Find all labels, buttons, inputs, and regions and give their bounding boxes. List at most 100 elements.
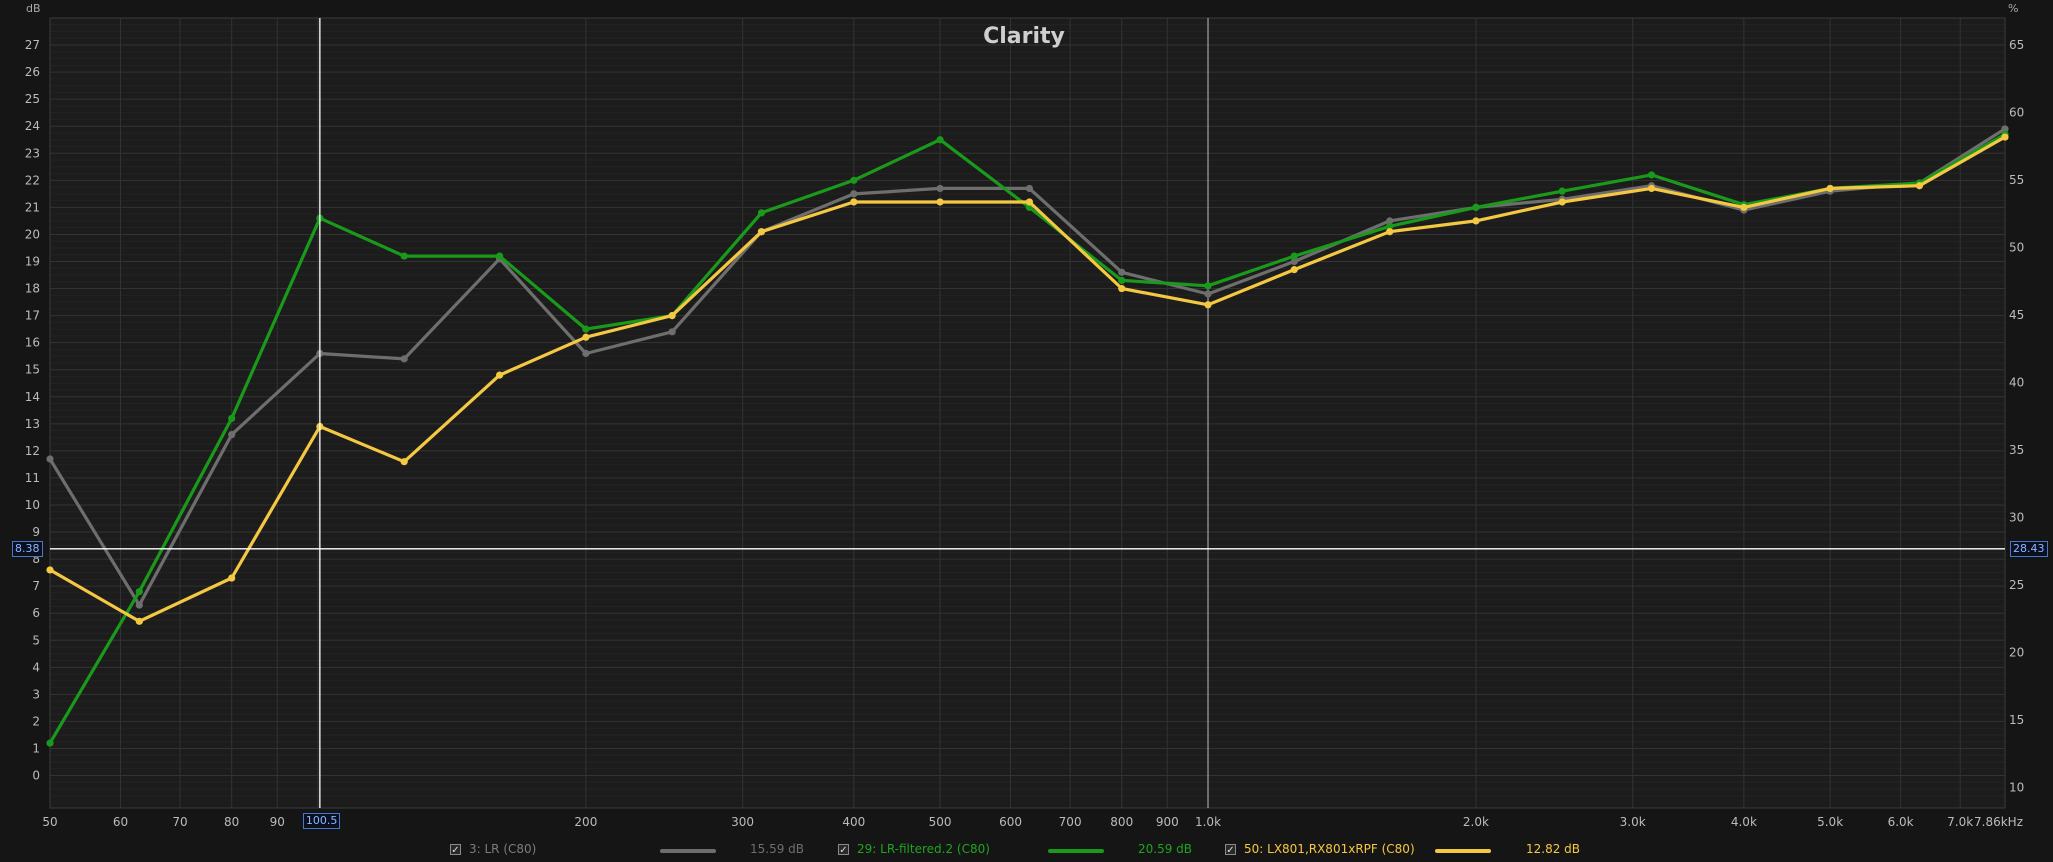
data-point [582,326,589,333]
legend-label: 50: LX801,RX801xRPF (C80) [1244,842,1415,856]
data-point [1827,185,1834,192]
data-point [936,198,943,205]
data-point [1291,252,1298,259]
left-tick-label: 21 [25,200,40,214]
right-tick-label: 25 [2009,578,2024,592]
data-point [496,252,503,259]
data-point [228,415,235,422]
right-tick-label: 45 [2009,308,2024,322]
data-point [1472,204,1479,211]
left-tick-label: 12 [25,444,40,458]
legend-value: 20.59 dB [1138,842,1192,856]
legend-swatch [1048,849,1104,853]
data-point [1559,198,1566,205]
data-point [758,228,765,235]
right-tick-label: 50 [2009,241,2024,255]
left-tick-label: 0 [32,769,40,783]
x-tick-label: 7.86kHz [1974,815,2023,829]
left-tick-label: 3 [32,687,40,701]
x-tick-label: 80 [224,815,239,829]
data-point [1026,198,1033,205]
right-tick-label: 40 [2009,376,2024,390]
right-axis-unit: % [2008,2,2018,15]
left-tick-label: 9 [32,525,40,539]
left-tick-label: 23 [25,146,40,160]
right-tick-label: 15 [2009,713,2024,727]
left-tick-label: 14 [25,390,40,404]
right-tick-label: 20 [2009,646,2024,660]
data-point [136,588,143,595]
data-point [669,328,676,335]
legend-item-lx801[interactable]: ✓ 50: LX801,RX801xRPF (C80) [1225,842,1415,856]
data-point [1118,285,1125,292]
legend-label: 29: LR-filtered.2 (C80) [857,842,990,856]
x-tick-label: 500 [929,815,952,829]
x-tick-label: 1.0k [1195,815,1221,829]
right-tick-label: 55 [2009,173,2024,187]
left-tick-label: 22 [25,173,40,187]
data-point [136,618,143,625]
data-point [850,190,857,197]
legend-swatch [1435,849,1491,853]
left-tick-label: 1 [32,741,40,755]
right-tick-label: 30 [2009,511,2024,525]
data-point [401,458,408,465]
x-tick-label: 60 [113,815,128,829]
data-point [228,574,235,581]
checkbox-icon[interactable]: ✓ [838,844,849,855]
legend-label: 3: LR (C80) [469,842,536,856]
plot-area[interactable] [50,18,2005,808]
legend-item-lr-filtered[interactable]: ✓ 29: LR-filtered.2 (C80) [838,842,990,856]
checkbox-icon[interactable]: ✓ [450,844,461,855]
right-tick-label: 10 [2009,781,2024,795]
legend-value: 12.82 dB [1526,842,1580,856]
data-point [1204,282,1211,289]
data-point [850,198,857,205]
data-point [669,312,676,319]
data-point [2001,133,2008,140]
left-tick-label: 11 [25,471,40,485]
data-point [1118,277,1125,284]
left-tick-label: 18 [25,282,40,296]
left-tick-label: 13 [25,417,40,431]
x-tick-label: 3.0k [1620,815,1646,829]
legend: ✓ 3: LR (C80) 15.59 dB ✓ 29: LR-filtered… [0,838,2053,862]
x-tick-label: 70 [172,815,187,829]
data-point [1026,185,1033,192]
legend-item-lr[interactable]: ✓ 3: LR (C80) [450,842,536,856]
left-tick-label: 24 [25,119,40,133]
data-point [1204,290,1211,297]
left-tick-label: 2 [32,714,40,728]
data-point [936,136,943,143]
data-point [46,566,53,573]
left-tick-label: 20 [25,227,40,241]
left-tick-label: 15 [25,363,40,377]
data-point [401,252,408,259]
left-tick-label: 27 [25,38,40,52]
left-tick-label: 10 [25,498,40,512]
data-point [582,350,589,357]
x-tick-label: 6.0k [1888,815,1914,829]
x-tick-label: 4.0k [1731,815,1757,829]
data-point [850,177,857,184]
right-tick-label: 35 [2009,443,2024,457]
x-tick-label: 900 [1156,815,1179,829]
x-tick-label: 200 [574,815,597,829]
left-tick-label: 6 [32,606,40,620]
left-tick-label: 25 [25,92,40,106]
x-tick-label: 7.0k [1947,815,1973,829]
cursor-right-readout: 28.43 [2010,541,2048,557]
data-point [136,601,143,608]
left-axis-unit: dB [26,2,41,15]
cursor-y-readout: 8.38 [12,541,43,557]
data-point [46,739,53,746]
legend-value: 15.59 dB [750,842,804,856]
x-tick-label: 5.0k [1817,815,1843,829]
left-tick-label: 5 [32,633,40,647]
x-tick-label: 600 [999,815,1022,829]
x-tick-label: 800 [1110,815,1133,829]
left-tick-label: 26 [25,65,40,79]
legend-swatch [660,849,716,853]
checkbox-icon[interactable]: ✓ [1225,844,1236,855]
